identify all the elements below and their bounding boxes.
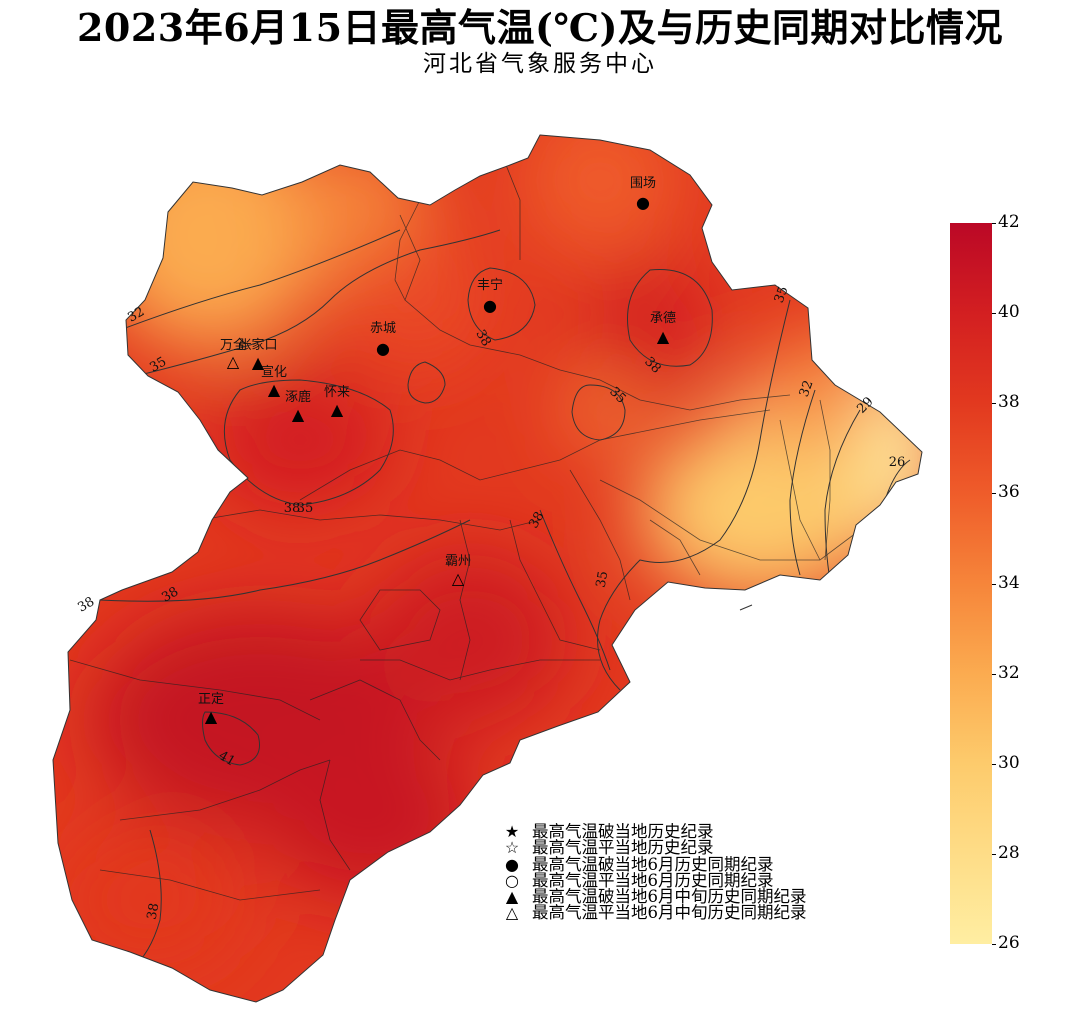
- isotherm-label: 35: [297, 501, 314, 516]
- isotherm-label: 35: [147, 354, 169, 375]
- station-name: 霸州: [445, 554, 471, 569]
- station-name: 张家口: [238, 337, 277, 353]
- colorbar-tick-label: 30: [998, 752, 1020, 773]
- isotherm-label: 38: [145, 902, 163, 921]
- legend-symbol: ☆: [504, 838, 520, 858]
- colorbar-tick-label: 28: [998, 842, 1020, 863]
- station-symbol: ▲: [268, 380, 281, 399]
- station-symbol: ▲: [292, 405, 305, 424]
- station-name: 宣化: [261, 364, 287, 380]
- colorbar-tick-mark: [992, 403, 996, 405]
- station-symbol: ▲: [657, 327, 670, 346]
- colorbar-tick-label: 42: [998, 212, 1020, 232]
- temperature-colorbar: [950, 223, 992, 944]
- legend-symbol: ★: [504, 821, 520, 841]
- station-symbol: ▲: [331, 400, 344, 419]
- isotherm-label: 38: [284, 501, 301, 516]
- legend-item: ☆ 最高气温平当地历史纪录: [502, 840, 807, 856]
- legend-label: 最高气温破当地历史纪录: [532, 821, 714, 841]
- isotherm-label: 26: [889, 455, 906, 470]
- isotherm-label: 32: [125, 304, 147, 325]
- colorbar-tick-mark: [992, 763, 996, 765]
- station-symbol: ●: [376, 339, 390, 358]
- station-name: 赤城: [370, 321, 396, 336]
- isotherm-label: 38: [526, 509, 547, 531]
- legend-label: 最高气温平当地6月中旬历史同期纪录: [532, 903, 807, 923]
- isotherms: [99, 229, 911, 971]
- colorbar-tick-mark: [992, 493, 996, 495]
- station-symbol: △: [452, 569, 465, 588]
- colorbar-tick-mark: [992, 673, 996, 675]
- island-mark: [739, 604, 753, 611]
- station-symbol: ▲: [205, 707, 218, 726]
- station-name: 万全: [220, 337, 246, 353]
- colorbar-tick-label: 38: [998, 392, 1020, 413]
- station-symbol: ▲: [252, 353, 265, 372]
- station-name: 怀来: [324, 385, 350, 400]
- isotherm-label: 35: [594, 570, 612, 589]
- colorbar-tick-mark: [992, 313, 996, 315]
- colorbar-tick-label: 40: [998, 302, 1020, 323]
- isotherm-label: 32: [797, 378, 817, 399]
- station-name: 涿鹿: [285, 389, 311, 405]
- legend-label: 最高气温平当地6月历史同期纪录: [532, 870, 774, 890]
- station-name: 围场: [630, 176, 656, 191]
- legend-item: ● 最高气温破当地6月历史同期纪录: [502, 854, 807, 874]
- legend-symbol: ○: [505, 870, 519, 890]
- colorbar-tick-mark: [992, 223, 996, 224]
- colorbar-tick-label: 36: [998, 482, 1020, 503]
- station-name: 丰宁: [477, 277, 503, 293]
- legend-item: △ 最高气温平当地6月中旬历史同期纪录: [502, 905, 807, 921]
- colorbar-tick-label: 34: [998, 572, 1020, 593]
- colorbar-tick-mark: [992, 583, 996, 585]
- isotherm-label: 38: [159, 584, 181, 605]
- station-markers: ●围场●丰宁●赤城 ▲承德△万全▲张家口▲宣化▲涿鹿▲怀来△霸州▲正定: [198, 176, 676, 726]
- isotherm-label: 35: [772, 284, 792, 305]
- legend-item: ○ 最高气温平当地6月历史同期纪录: [502, 870, 807, 890]
- station-symbol: ●: [636, 193, 650, 212]
- legend-symbol: ●: [505, 854, 519, 874]
- legend-item: ★ 最高气温破当地历史纪录: [502, 821, 807, 841]
- legend-symbol: △: [505, 903, 519, 923]
- record-legend: ★ 最高气温破当地历史纪录 ☆ 最高气温平当地历史纪录 ● 最高气温破当地6月历史同期…: [502, 821, 807, 922]
- colorbar-tick-mark: [992, 944, 996, 945]
- colorbar-tick-label: 26: [998, 933, 1020, 953]
- map-subtitle: 河北省气象服务中心: [423, 51, 657, 77]
- admin-boundaries: [69, 149, 861, 901]
- isotherm-label: 38: [472, 327, 493, 349]
- station-symbol: △: [227, 352, 240, 371]
- colorbar-tick-label: 32: [998, 662, 1020, 683]
- legend-symbol: ▲: [505, 887, 519, 907]
- legend-label: 最高气温破当地6月中旬历史同期纪录: [532, 887, 807, 907]
- legend-label: 最高气温平当地历史纪录: [532, 838, 714, 858]
- isotherm-label: 41: [216, 748, 238, 769]
- legend-item: ▲ 最高气温破当地6月中旬历史同期纪录: [502, 889, 807, 905]
- colorbar-tick-mark: [992, 853, 996, 855]
- province-outline: [52, 134, 923, 1003]
- station-name: 承德: [650, 311, 676, 326]
- isotherm-label: 38: [75, 594, 97, 615]
- map-title: 2023年6月15日最高气温(℃)及与历史同期对比情况: [76, 5, 1004, 50]
- station-symbol: ●: [483, 296, 497, 315]
- legend-label: 最高气温破当地6月历史同期纪录: [532, 854, 774, 874]
- station-name: 正定: [198, 692, 224, 707]
